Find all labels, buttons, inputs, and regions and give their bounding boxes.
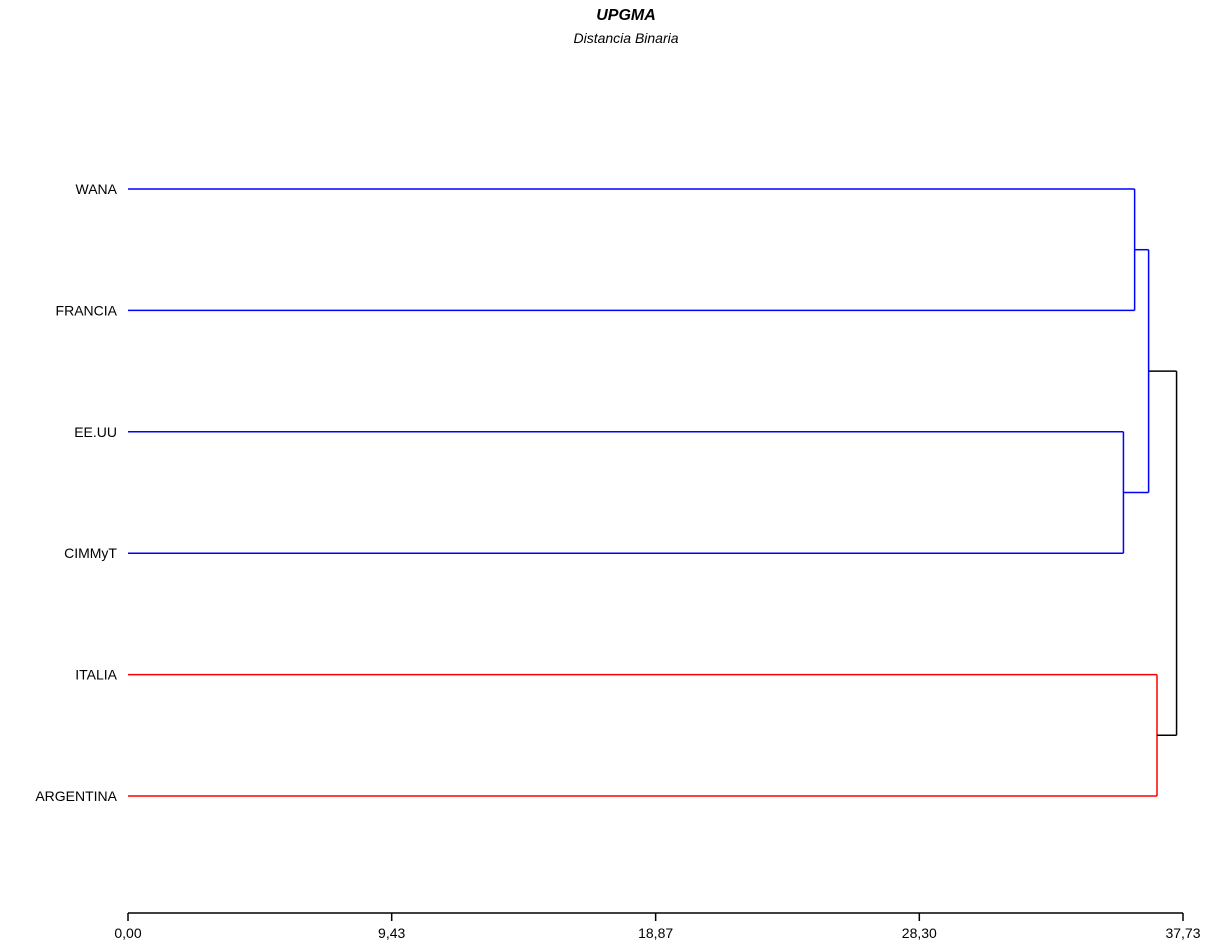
- dendrogram-branches: [128, 188, 1178, 797]
- leaf-label: CIMMyT: [64, 545, 117, 561]
- x-tick-label: 28,30: [902, 925, 937, 941]
- x-tick-label: 0,00: [114, 925, 141, 941]
- x-tick-label: 37,73: [1165, 925, 1200, 941]
- chart-subtitle: Distancia Binaria: [573, 30, 678, 46]
- leaf-label: ARGENTINA: [35, 788, 117, 804]
- leaf-label: WANA: [76, 181, 118, 197]
- leaf-labels: WANA FRANCIA EE.UU CIMMyT ITALIA ARGENTINA: [35, 181, 117, 804]
- x-tick-label: 18,87: [638, 925, 673, 941]
- x-tick-label: 9,43: [378, 925, 405, 941]
- chart-title: UPGMA: [596, 7, 656, 24]
- leaf-label: ITALIA: [75, 667, 117, 683]
- x-axis: 0,00 9,43 18,87 28,30 37,73: [114, 912, 1201, 941]
- leaf-label: FRANCIA: [56, 302, 118, 318]
- leaf-label: EE.UU: [74, 424, 117, 440]
